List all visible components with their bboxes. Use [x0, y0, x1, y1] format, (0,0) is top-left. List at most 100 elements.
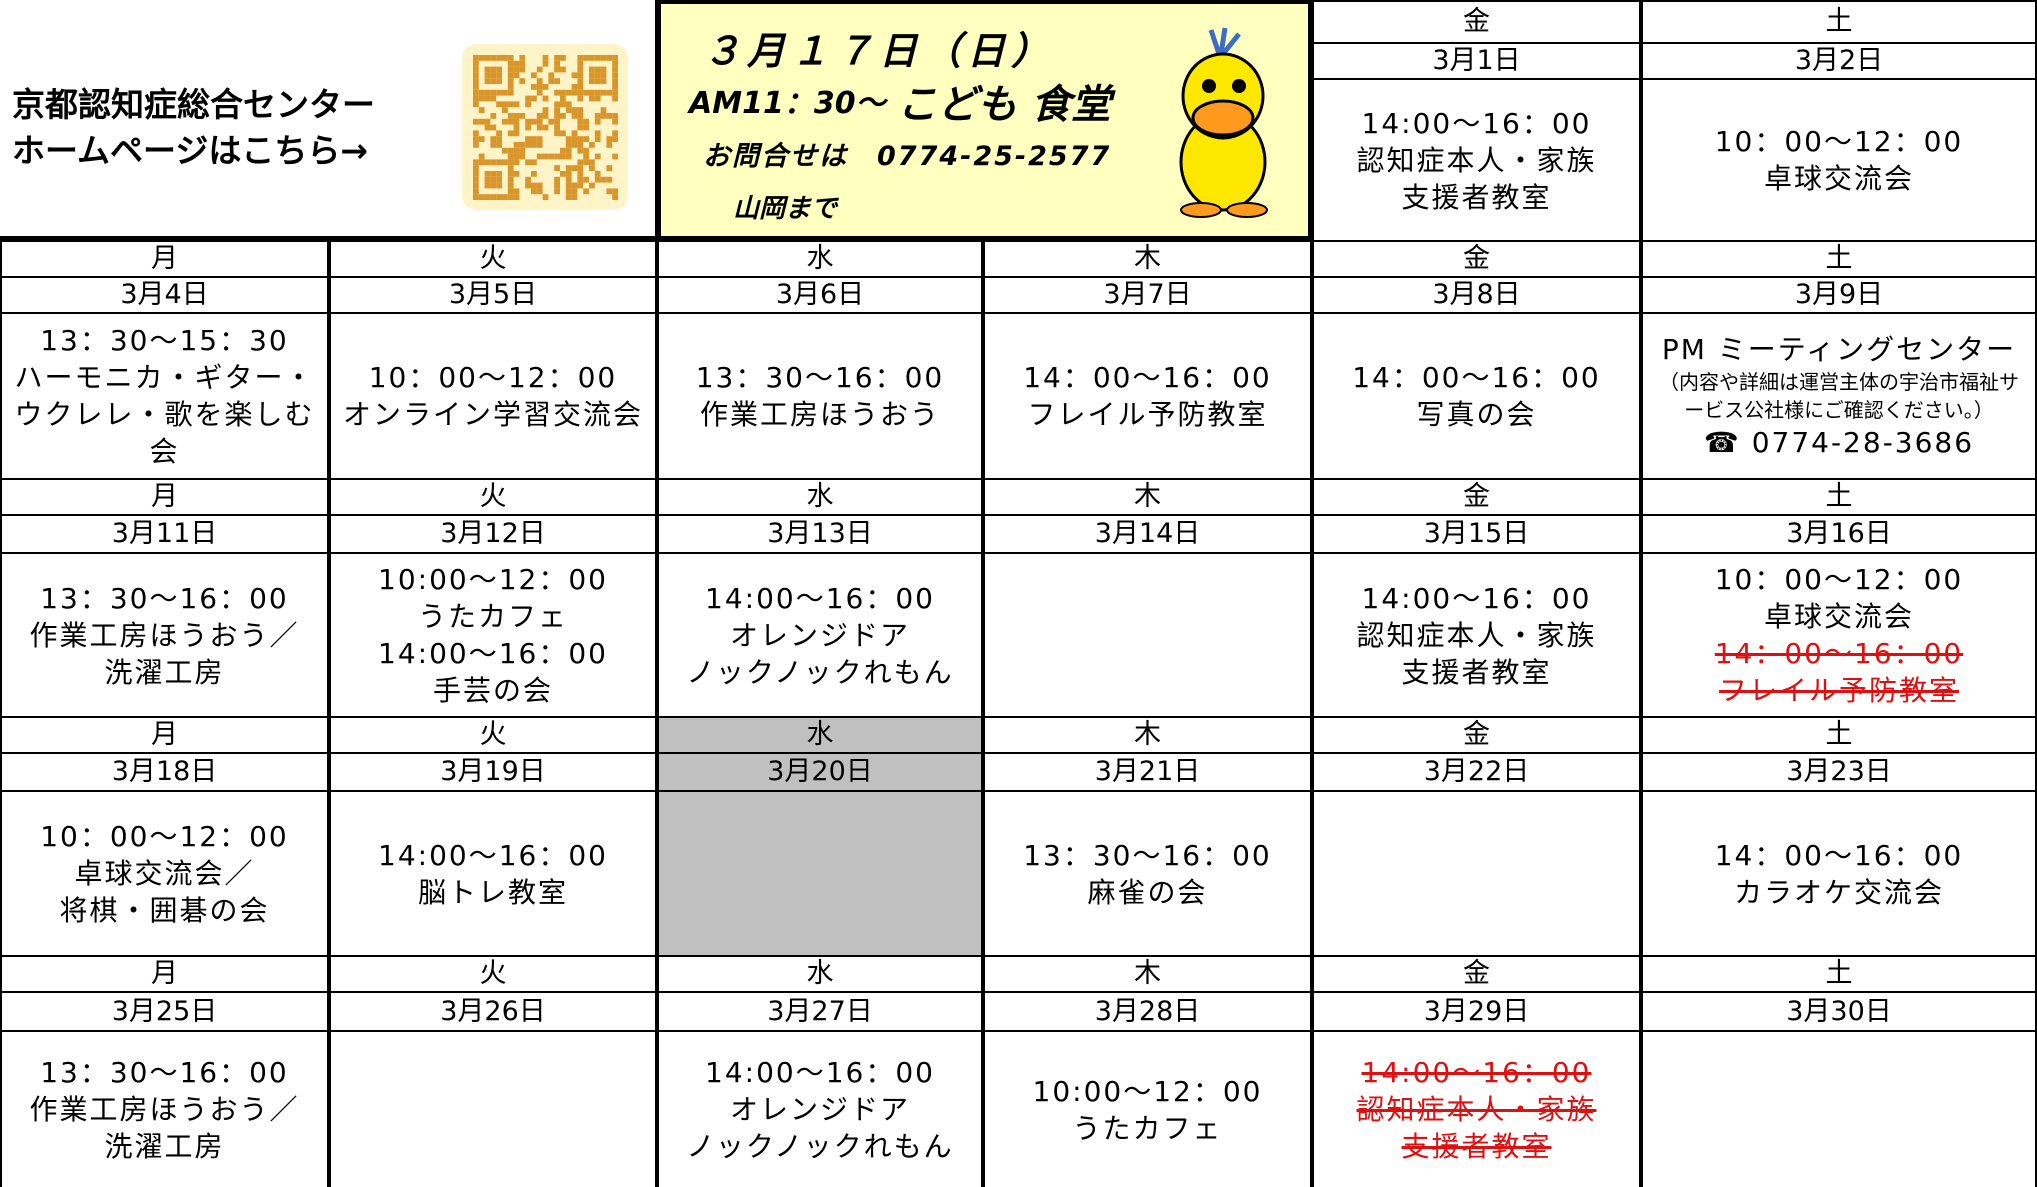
event-line: 10：00～12：00: [1714, 563, 1964, 596]
event-cell: 14:00～16：00 認知症本人・家族 支援者教室: [1314, 1032, 1639, 1187]
event-cell: ３月１７日（日） AM11：30～ こども 食堂 お問合せは 0774-25-2…: [661, 4, 1308, 236]
date-cell: 3月8日: [1314, 278, 1639, 312]
date-cell: 3月6日: [659, 278, 981, 312]
date-cell: 3月27日: [659, 993, 981, 1030]
event-line: 13：30～16：00: [40, 1056, 289, 1089]
date-cell: 3月7日: [985, 278, 1310, 312]
weekday-cell: 金: [1314, 957, 1639, 991]
event-line: 将棋・囲碁の会: [59, 894, 270, 927]
event-line: （内容や詳細は運営主体の宇治市福祉サ: [1659, 370, 2019, 394]
date-cell: 3月16日: [1643, 516, 2035, 552]
event-line: 認知症本人・家族: [1356, 618, 1597, 652]
date-cell: 3月13日: [659, 516, 981, 552]
event-line: オレンジドア: [729, 618, 910, 652]
weekday: 月: [151, 958, 178, 989]
weekday-cell: 土: [1643, 2, 2035, 42]
date-cell: 3月9日: [1643, 278, 2035, 312]
event-contact: お問合せは 0774-25-2577: [703, 141, 1112, 172]
event-line: オンライン学習交流会: [342, 398, 643, 431]
event-line: ウクレレ・歌を楽しむ: [14, 398, 315, 431]
event-line: オレンジドア: [729, 1093, 910, 1126]
event-line: 10：00～12：00: [368, 361, 618, 394]
date: 3月26日: [440, 995, 546, 1027]
event-line: 10:00～12：00: [378, 563, 608, 596]
event-line: 支援者教室: [1401, 180, 1552, 214]
date-cell: 3月23日: [1643, 754, 2035, 790]
date: 3月9日: [1794, 279, 1884, 310]
weekday-cell: 月: [2, 957, 327, 991]
weekday: 金: [1463, 243, 1490, 274]
event-person: 山岡まで: [733, 194, 838, 224]
event-line: 会: [149, 435, 180, 468]
event-cell: 10：00～12：00 卓球交流会: [1643, 80, 2035, 240]
weekday: 水: [806, 719, 834, 750]
event-cell: 10：00～12：00 卓球交流会 14：00～16：00 フレイル予防教室: [1643, 554, 2035, 716]
date: 3月4日: [120, 279, 209, 310]
event-cell: 13：30～16：00 作業工房ほうおう: [659, 314, 981, 478]
event-line: 14:00～16：00: [1361, 1056, 1592, 1089]
date-cell: 3月20日: [659, 754, 981, 790]
event-title: こども 食堂: [897, 82, 1111, 128]
date: 3月12日: [440, 518, 546, 549]
weekday-cell: 金: [1314, 480, 1639, 514]
event-line: うたカフェ: [1072, 1111, 1223, 1145]
weekday: 土: [1825, 481, 1853, 512]
event-line: 卓球交流会: [1763, 600, 1914, 633]
weekday: 木: [1134, 958, 1161, 989]
event-line: ノックノックれもん: [686, 655, 954, 689]
date: 3月27日: [767, 995, 873, 1027]
event-date: ３月１７日（日）: [703, 29, 1056, 73]
event-line: 作業工房ほうおう／: [29, 1093, 300, 1126]
event-line: 14:00～16：00: [705, 1056, 935, 1089]
homepage-text: 京都認知症総合センター: [12, 85, 375, 124]
date-cell: 3月1日: [1314, 44, 1639, 78]
date-cell: 3月15日: [1314, 516, 1639, 552]
date: 3月20日: [767, 756, 873, 787]
weekday-cell: 木: [985, 957, 1310, 991]
event-line: 10:00～12：00: [1032, 1074, 1263, 1108]
weekday: 土: [1825, 243, 1853, 274]
weekday: 火: [479, 481, 507, 512]
event-line: 卓球交流会／: [74, 857, 255, 890]
weekday-cell: 土: [1643, 718, 2035, 752]
weekday-cell: 火: [331, 242, 655, 276]
event-cell: [985, 554, 1310, 716]
event-line: ービス公社様にご確認ください。）: [1684, 398, 1994, 422]
event-cell: 14:00～16：00 認知症本人・家族 支援者教室: [1314, 554, 1639, 716]
date: 3月8日: [1432, 279, 1521, 310]
weekday: 金: [1463, 719, 1490, 750]
event-cell: 10：00～12：00 卓球交流会／ 将棋・囲碁の会: [2, 792, 327, 955]
weekday-cell: 水: [659, 957, 981, 991]
date: 3月30日: [1786, 995, 1892, 1027]
event-cell: 13：30～16：00 作業工房ほうおう／ 洗濯工房: [2, 554, 327, 716]
event-line: 14:00～16：00: [378, 838, 608, 872]
event-cell: 10:00～12：00 うたカフェ: [985, 1032, 1310, 1187]
event-line: フレイル予防教室: [1027, 398, 1268, 431]
weekday-cell: 火: [331, 718, 655, 752]
weekday-cell: 金: [1314, 718, 1639, 752]
weekday: 金: [1463, 6, 1490, 37]
event-line: 14:00～16：00: [705, 581, 935, 615]
event-cell: 14：00～16：00 写真の会: [1314, 314, 1639, 478]
weekday: 水: [806, 481, 834, 512]
date: 3月25日: [111, 995, 218, 1027]
event-line: 脳トレ教室: [417, 875, 568, 909]
event-line: 13：30～16：00: [695, 361, 945, 394]
event-cell: 13：30～16：00 作業工房ほうおう／ 洗濯工房: [2, 1032, 327, 1187]
weekday-cell: 木: [985, 242, 1310, 276]
qr-code[interactable]: [462, 44, 628, 210]
weekday: 金: [1463, 481, 1490, 512]
event-line: 13：30～16：00: [1023, 838, 1272, 872]
date: 3月23日: [1786, 756, 1892, 787]
weekday-cell: 月: [2, 718, 327, 752]
event-line: 洗濯工房: [104, 1130, 225, 1163]
date: 3月19日: [440, 756, 546, 787]
date: 3月29日: [1423, 995, 1530, 1027]
event-line: 洗濯工房: [104, 655, 225, 689]
event-time: AM11：30～: [689, 86, 886, 121]
weekday-cell: 月: [2, 242, 327, 276]
event-line: 14:00～16：00: [378, 637, 608, 670]
weekday: 月: [151, 481, 178, 512]
date: 3月15日: [1423, 518, 1530, 549]
